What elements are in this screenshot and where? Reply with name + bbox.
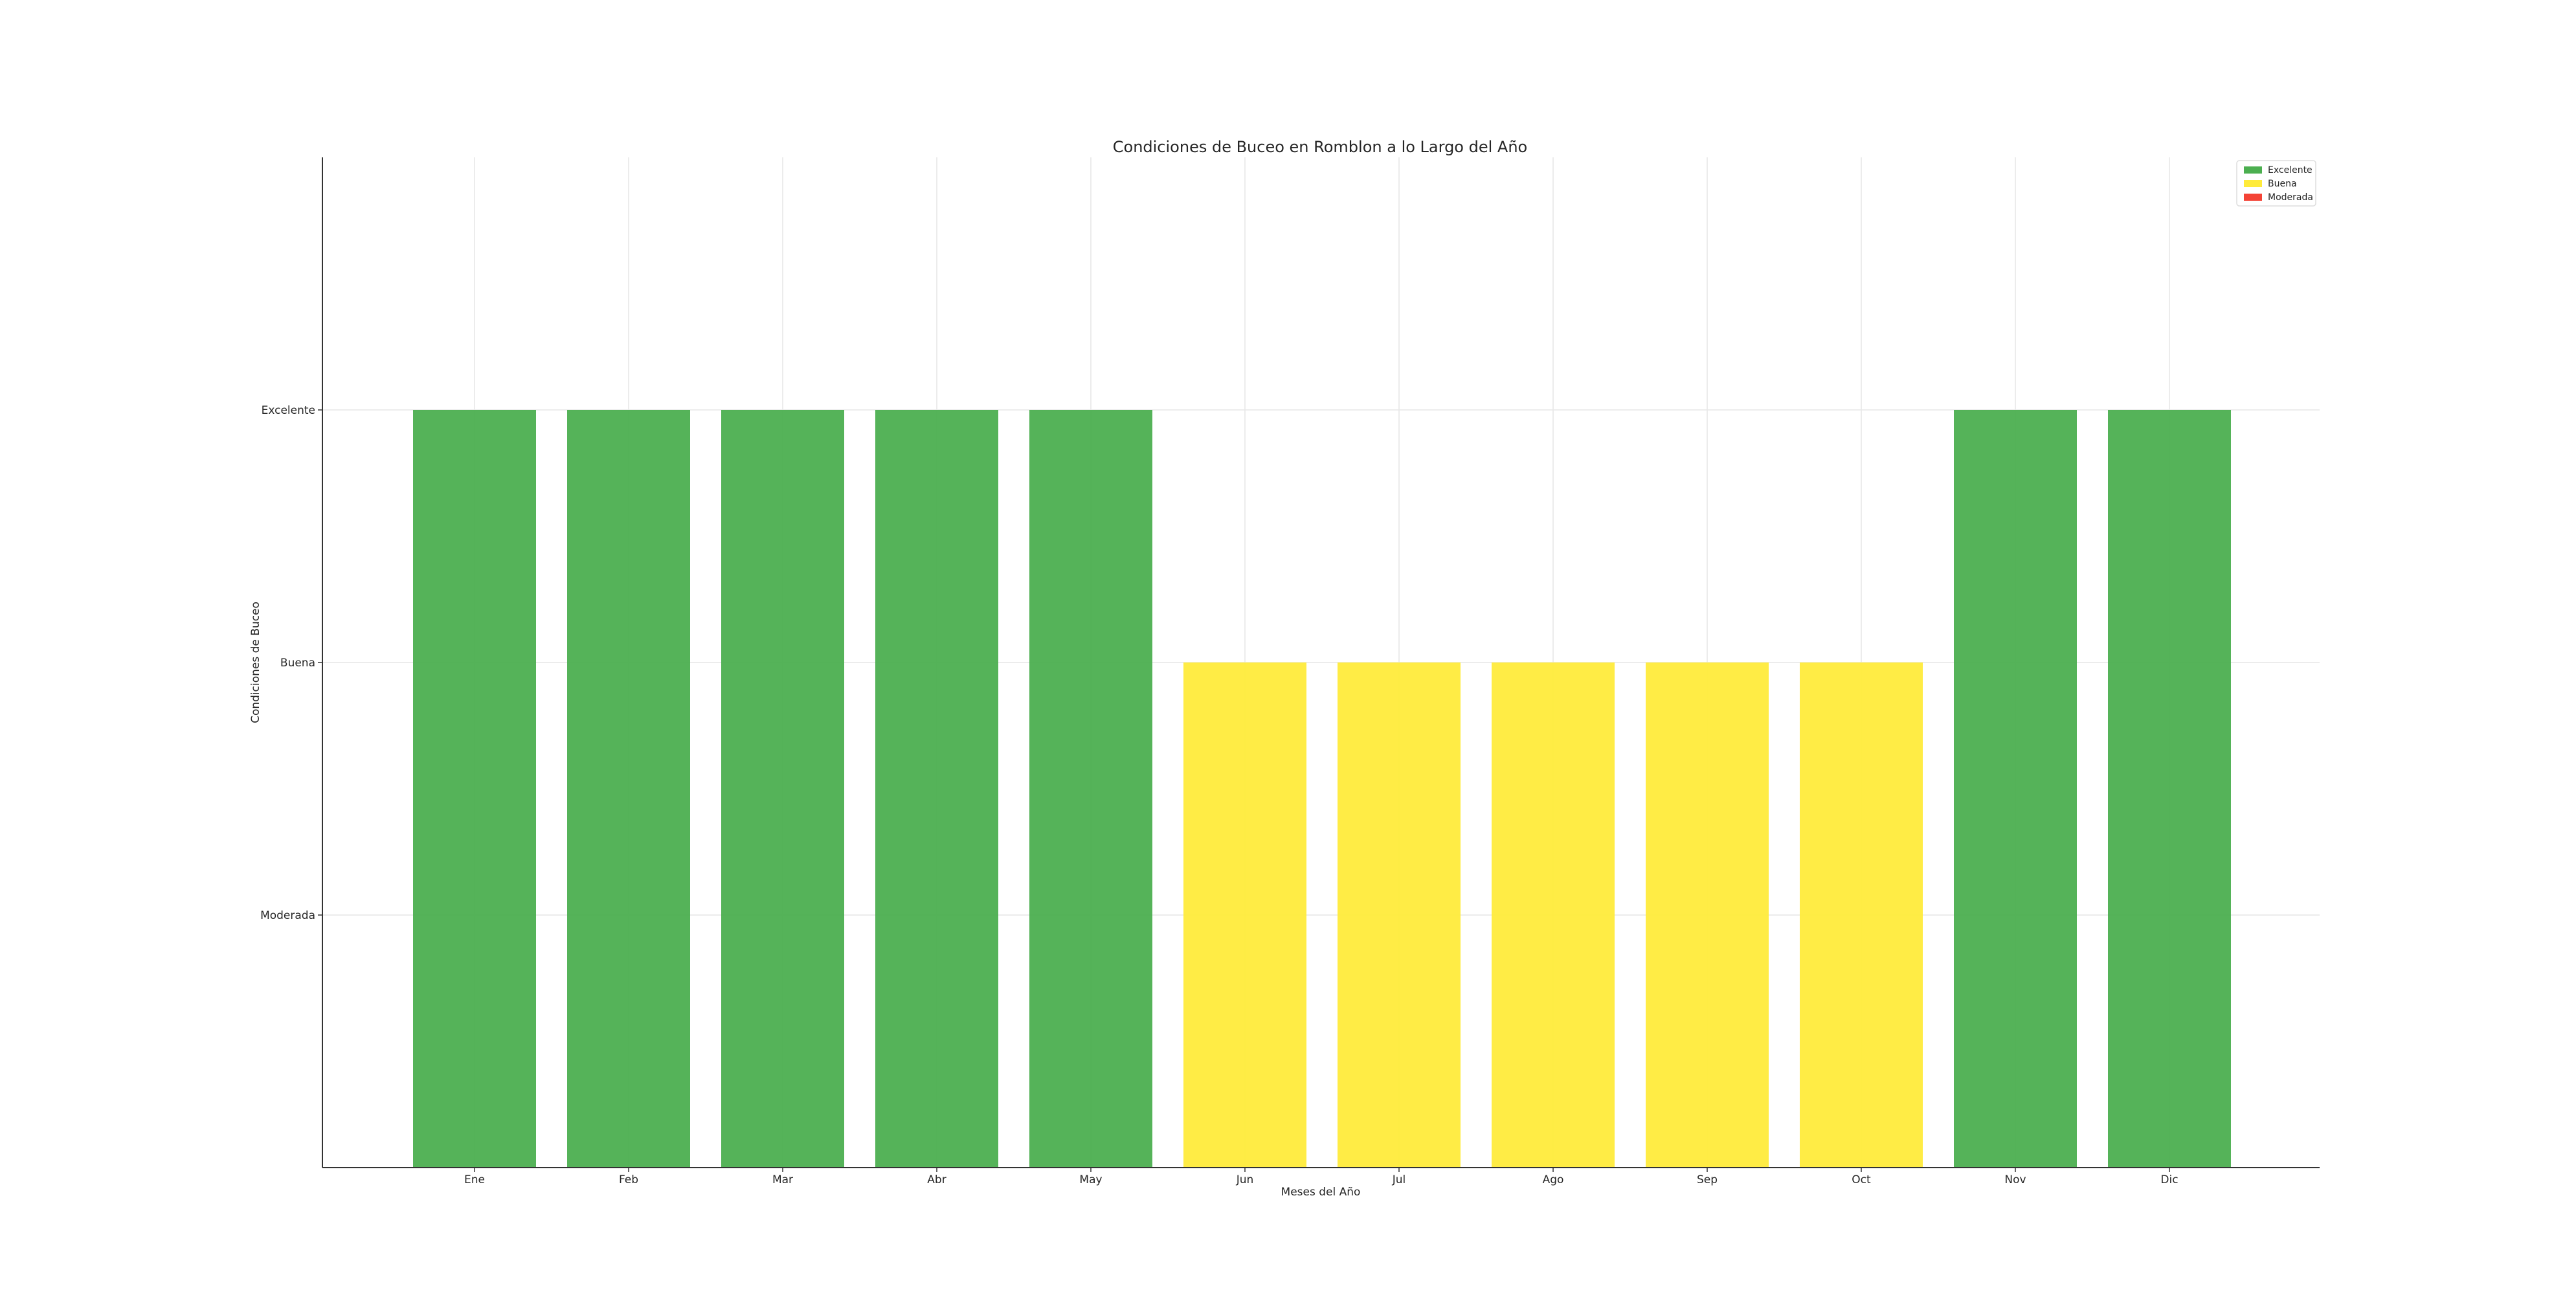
y-tick-label: Moderada (260, 909, 315, 922)
bar (1800, 662, 1923, 1168)
bar (721, 410, 844, 1168)
bar (875, 410, 998, 1168)
bar (1338, 662, 1461, 1168)
y-axis-label: Condiciones de Buceo (249, 602, 262, 723)
bars (413, 410, 2231, 1168)
x-tick-label: Jun (1236, 1173, 1254, 1186)
x-tick-label: Ene (464, 1173, 485, 1186)
x-ticks: Ene Feb Mar Abr May Jun Jul Ago Sep Oct Nov Dic (464, 1168, 2178, 1186)
x-tick-label: May (1079, 1173, 1102, 1186)
x-tick-label: Mar (772, 1173, 793, 1186)
x-tick-label: Feb (619, 1173, 638, 1186)
bar (413, 410, 536, 1168)
legend-swatch (2244, 166, 2262, 174)
bar (2108, 410, 2231, 1168)
legend-swatch (2244, 194, 2262, 201)
y-tick-label: Excelente (262, 404, 315, 417)
x-tick-label: Nov (2004, 1173, 2026, 1186)
legend-label: Moderada (2268, 192, 2313, 203)
x-tick-label: Jul (1392, 1173, 1406, 1186)
x-tick-label: Oct (1852, 1173, 1871, 1186)
bar (567, 410, 690, 1168)
x-axis-label: Meses del Año (1281, 1186, 1361, 1199)
bar (1029, 410, 1152, 1168)
x-tick-label: Sep (1697, 1173, 1718, 1186)
bar (1646, 662, 1769, 1168)
chart-title: Condiciones de Buceo en Romblon a lo Lar… (1113, 138, 1527, 156)
x-tick-label: Abr (927, 1173, 946, 1186)
legend-swatch (2244, 180, 2262, 187)
x-tick-label: Dic (2160, 1173, 2178, 1186)
legend: Excelente Buena Moderada (2236, 160, 2316, 207)
y-tick-label: Buena (280, 657, 315, 670)
bar (1492, 662, 1615, 1168)
bar (1183, 662, 1306, 1168)
legend-label: Buena (2268, 179, 2297, 189)
legend-label: Excelente (2268, 165, 2313, 175)
y-ticks: Moderada Buena Excelente (260, 404, 322, 922)
x-tick-label: Ago (1543, 1173, 1564, 1186)
bar (1954, 410, 2077, 1168)
